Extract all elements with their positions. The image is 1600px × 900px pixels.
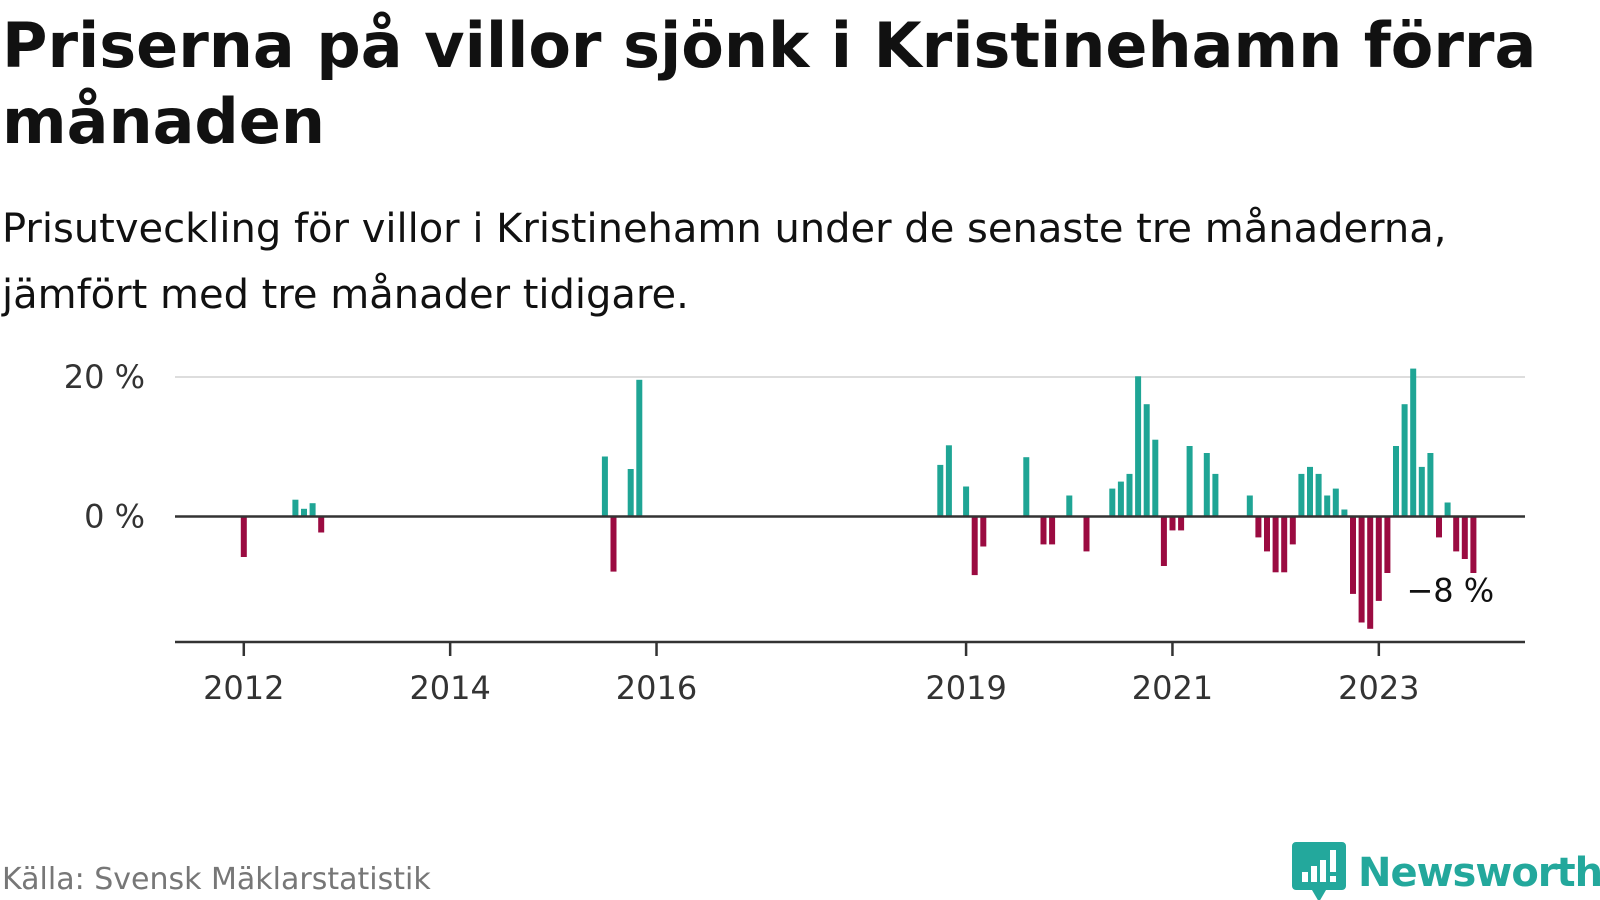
bar	[1160, 516, 1167, 566]
bar	[1418, 466, 1425, 517]
bar	[945, 445, 952, 517]
bar	[1461, 516, 1468, 559]
bar	[636, 379, 643, 517]
bar	[240, 516, 247, 557]
x-tick-label: 2019	[925, 669, 1006, 707]
bar	[1307, 466, 1313, 517]
bar	[1246, 495, 1253, 517]
bar	[1040, 516, 1047, 545]
bar	[1298, 473, 1305, 517]
bar	[1264, 516, 1270, 552]
newsworthy-chart-bubble-icon	[1292, 842, 1346, 900]
bar	[318, 516, 325, 533]
bar	[1332, 488, 1339, 517]
bar	[1203, 453, 1210, 517]
bar	[980, 516, 987, 547]
x-tick-label: 2012	[203, 669, 284, 707]
bar	[1444, 502, 1451, 517]
bar	[1255, 516, 1262, 538]
bar	[1066, 495, 1073, 517]
bar	[1341, 509, 1348, 517]
bar	[1272, 516, 1279, 573]
source-note: Källa: Svensk Mäklarstatistik	[2, 862, 431, 897]
x-tick-label: 2014	[409, 669, 490, 707]
bar	[1109, 488, 1116, 517]
bar	[1178, 516, 1185, 531]
bar	[1393, 446, 1399, 517]
bar	[1135, 376, 1142, 517]
bar	[1083, 516, 1090, 552]
brand-logo: Newsworthy	[1292, 842, 1600, 900]
bar	[1367, 516, 1374, 629]
tick-labels: 0 % 20 % 2012 2014 2016 2019 2021 2023 −8 %	[64, 360, 1495, 707]
bar	[1401, 404, 1408, 517]
bar	[1453, 516, 1460, 552]
bar	[1117, 481, 1124, 517]
bar	[1143, 404, 1150, 517]
bar	[1186, 446, 1193, 517]
bar	[601, 456, 608, 517]
bar-chart: 0 % 20 % 2012 2014 2016 2019 2021 2023 −8 %	[64, 360, 1525, 707]
bar	[1427, 453, 1434, 517]
bar	[1324, 495, 1331, 517]
bar	[1375, 516, 1382, 601]
latest-value-annotation: −8 %	[1406, 571, 1494, 609]
axes	[175, 515, 1525, 656]
bar	[1023, 457, 1030, 517]
bar	[301, 508, 307, 517]
x-tick-label: 2016	[616, 669, 697, 707]
y-tick-label: 0 %	[84, 497, 145, 535]
bar	[1152, 439, 1159, 517]
bar	[1470, 516, 1477, 573]
bar	[1049, 516, 1056, 545]
bar	[1169, 516, 1176, 531]
bar	[963, 486, 970, 517]
bar	[1436, 516, 1442, 538]
bar	[1410, 368, 1417, 517]
bar	[937, 464, 944, 517]
bar	[309, 503, 316, 517]
bar	[1212, 473, 1219, 517]
x-tick-label: 2021	[1132, 669, 1213, 707]
bar	[1358, 516, 1365, 623]
bar	[1315, 473, 1322, 517]
bar	[1126, 473, 1133, 517]
y-tick-label: 20 %	[64, 360, 145, 396]
chart-title: Priserna på villor sjönk i Kristinehamn …	[2, 9, 1537, 158]
bar	[627, 469, 634, 517]
bar	[1281, 516, 1288, 573]
bar	[971, 516, 978, 576]
bar	[1384, 516, 1391, 573]
bars	[240, 368, 1477, 629]
bar	[292, 499, 299, 517]
x-tick-label: 2023	[1338, 669, 1419, 707]
bar	[610, 516, 617, 572]
chart-subtitle: Prisutveckling för villor i Kristinehamn…	[2, 206, 1447, 318]
brand-name: Newsworthy	[1358, 850, 1600, 896]
bar	[1350, 516, 1356, 594]
bar	[1289, 516, 1296, 545]
